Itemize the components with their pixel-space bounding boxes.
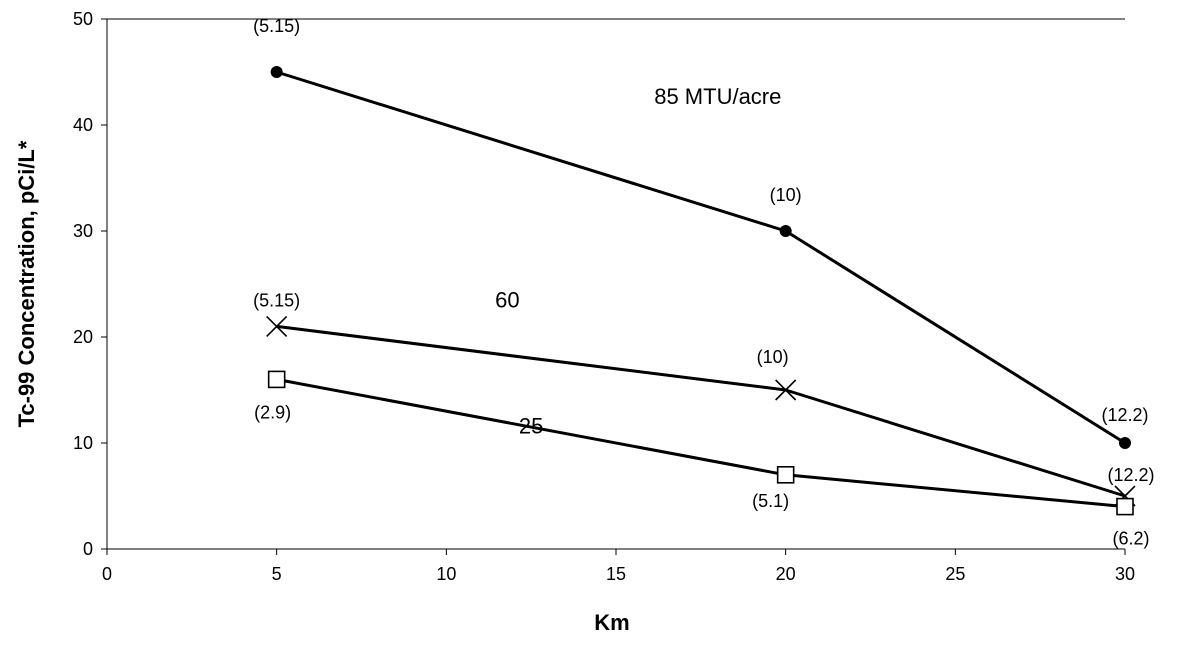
series-line-85 bbox=[276, 70, 1126, 445]
x-tick-label: 10 bbox=[436, 564, 456, 584]
y-tick-label: 40 bbox=[73, 115, 93, 135]
point-label-60: (5.15) bbox=[253, 290, 300, 310]
y-tick-label: 30 bbox=[73, 221, 93, 241]
x-tick-label: 15 bbox=[606, 564, 626, 584]
series-label-60: 60 bbox=[495, 287, 519, 312]
data-point-25 bbox=[267, 370, 286, 389]
y-tick-label: 50 bbox=[73, 9, 93, 29]
data-point-85 bbox=[779, 225, 792, 237]
axes: 0 5 10 15 20 25 30 0 10 20 30 40 50 bbox=[73, 9, 1135, 584]
series-group bbox=[266, 66, 1136, 516]
data-point-85 bbox=[270, 66, 283, 78]
point-label-85: (10) bbox=[770, 185, 802, 205]
y-tick-label: 0 bbox=[83, 539, 93, 559]
point-label-25: (2.9) bbox=[254, 402, 291, 422]
marker-x-stroke bbox=[266, 315, 288, 337]
x-tick-label: 0 bbox=[102, 564, 112, 584]
x-tick-label: 30 bbox=[1115, 564, 1135, 584]
x-tick-label: 25 bbox=[945, 564, 965, 584]
point-label-60: (12.2) bbox=[1107, 465, 1154, 485]
marker-x-stroke bbox=[775, 379, 797, 401]
series-label-25: 25 bbox=[519, 413, 543, 438]
data-point-25 bbox=[776, 465, 795, 484]
point-label-25: (6.2) bbox=[1112, 529, 1149, 549]
y-tick-label: 10 bbox=[73, 433, 93, 453]
data-point-60 bbox=[775, 379, 797, 401]
y-tick-label: 20 bbox=[73, 327, 93, 347]
x-tick-label: 20 bbox=[776, 564, 796, 584]
point-label-25: (5.1) bbox=[752, 491, 789, 511]
point-label-60: (10) bbox=[757, 347, 789, 367]
series-label-85: 85 MTU/acre bbox=[654, 84, 781, 109]
point-label-85: (5.15) bbox=[253, 16, 300, 36]
series-line-60 bbox=[276, 324, 1126, 498]
x-tick-label: 5 bbox=[272, 564, 282, 584]
point-label-85: (12.2) bbox=[1101, 405, 1148, 425]
data-point-60 bbox=[266, 315, 288, 337]
y-axis-title: Tc-99 Concentration, pCi/L* bbox=[14, 140, 39, 427]
x-axis-title: Km bbox=[594, 610, 629, 635]
series-line-25 bbox=[276, 377, 1126, 509]
data-point-25 bbox=[1116, 497, 1134, 516]
data-point-85 bbox=[1119, 437, 1131, 449]
labels-group: (5.15) (10) (12.2) 85 MTU/acre (5.15) (10) (12… bbox=[253, 16, 1154, 549]
